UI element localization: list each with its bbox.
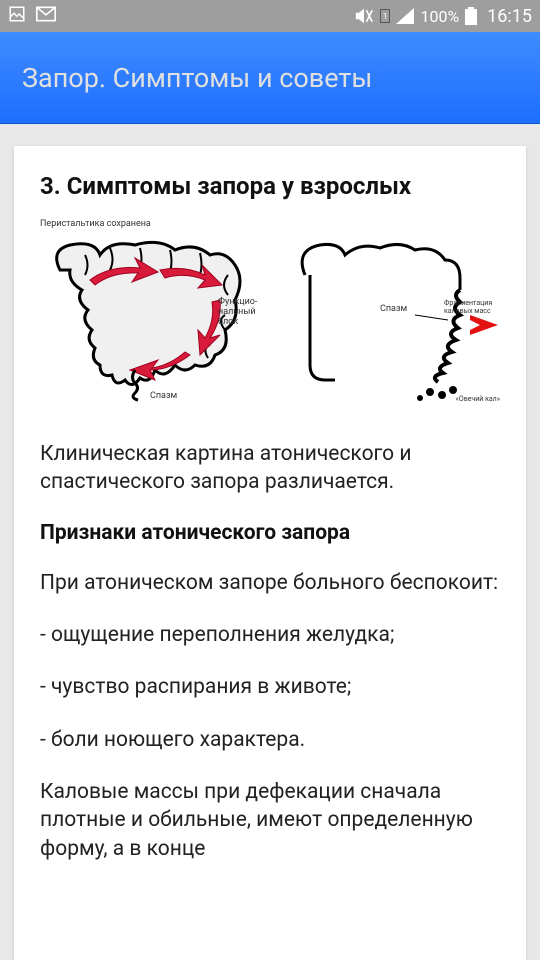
- diagram-right: Спазм Фрагментация каловых масс «Овечий …: [280, 220, 500, 410]
- lead-paragraph: При атоническом запоре больного беспокои…: [40, 569, 500, 597]
- diagram-right-label-bottom: «Овечий кал»: [456, 396, 500, 404]
- diagram-left-label-bottom: Спазм: [150, 392, 177, 402]
- app-bar: Запор. Симптомы и советы: [0, 32, 540, 124]
- sim-indicator: 1: [380, 9, 391, 23]
- article-card: 3. Симптомы запора у взрослых: [14, 146, 526, 960]
- clock-text: 16:15: [487, 6, 532, 27]
- section-title: 3. Симптомы запора у взрослых: [40, 172, 500, 200]
- diagram-left: Перистальтика сохранена Функцио-нальный …: [40, 220, 260, 410]
- diagram-left-label-top: Перистальтика сохранена: [40, 220, 151, 230]
- diagram-right-label-top: Фрагментация каловых масс: [444, 300, 504, 315]
- bullet-item: - чувство распирания в животе;: [40, 673, 500, 701]
- status-left: [8, 5, 56, 27]
- battery-pct: 100%: [420, 7, 459, 26]
- bullet-item: - ощущение переполнения желудка;: [40, 621, 500, 649]
- battery-icon: [465, 7, 477, 25]
- mute-icon: [354, 7, 374, 25]
- signal-icon: [396, 8, 414, 24]
- mail-icon: [36, 6, 56, 26]
- app-title: Запор. Симптомы и советы: [22, 62, 372, 94]
- tail-paragraph: Каловые массы при дефекации сначала плот…: [40, 778, 500, 863]
- bullet-item: - боли ноющего характера.: [40, 726, 500, 754]
- subheading: Признаки атонического запора: [40, 521, 500, 545]
- diagram-row: Перистальтика сохранена Функцио-нальный …: [40, 220, 500, 410]
- gallery-icon: [8, 5, 26, 27]
- diagram-left-label-mid: Функцио-нальный блок: [218, 298, 266, 328]
- diagram-right-label-mid: Спазм: [380, 305, 407, 315]
- intro-paragraph: Клиническая картина атонического и спаст…: [40, 440, 500, 497]
- status-right: 1 100% 16:15: [354, 6, 532, 27]
- content-area[interactable]: 3. Симптомы запора у взрослых: [0, 124, 540, 960]
- status-bar: 1 100% 16:15: [0, 0, 540, 32]
